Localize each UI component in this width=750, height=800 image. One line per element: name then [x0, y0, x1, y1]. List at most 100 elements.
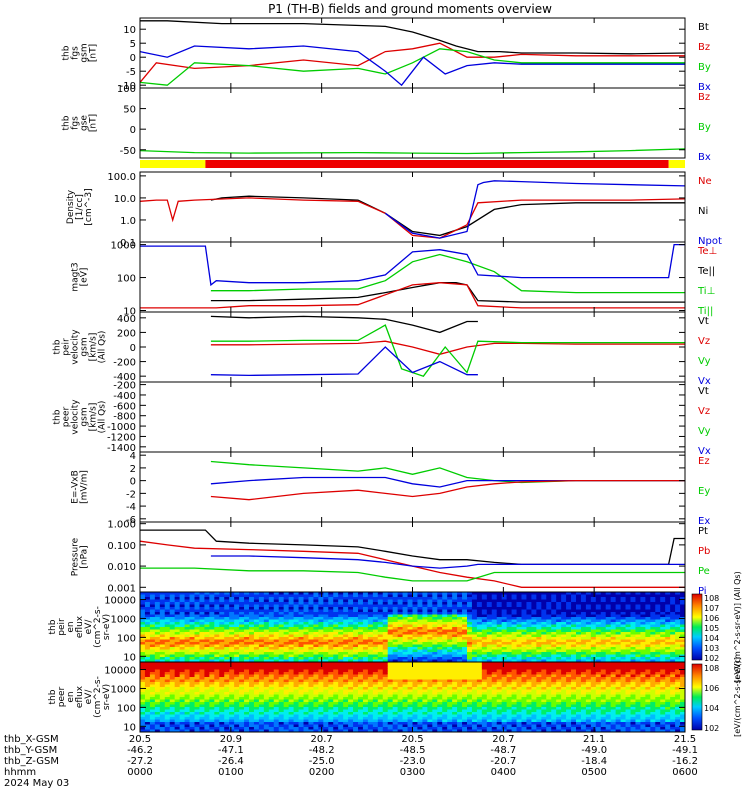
y-label-4: thb peir velocity gsm [km/s] (All Qs): [53, 329, 108, 365]
y-label-3: magt3 [eV]: [71, 262, 90, 291]
y-label-line: magt3: [71, 262, 81, 291]
x-row-label: thb_Y-GSM: [4, 745, 57, 756]
legend-0: Bt Bz By Bx: [698, 22, 711, 93]
x-tick-label: 20.5: [401, 734, 423, 745]
y-label-line: Pressure: [71, 537, 81, 576]
y-label-line: [km/s]: [89, 403, 99, 432]
y-tick-label: -10: [120, 81, 136, 92]
y-tick-label: -800: [113, 412, 136, 423]
y-label-1: thb fgs gse [nT]: [62, 114, 99, 132]
x-tick-label: 0500: [581, 767, 606, 778]
panel-4: Vt Vz Vy Vx -400 -200 0 200 400 thb peir velocity gs…: [53, 311, 711, 387]
colorbar-label: [eV/(cm^2-s-sr-eV)]: [733, 657, 742, 737]
colorbar-tick-label: 108: [704, 664, 719, 673]
series-Ti: [140, 243, 685, 287]
y-tick-label: 100: [117, 274, 136, 285]
y-tick-label: 0.1: [120, 238, 136, 249]
series-Bz: [139, 42, 685, 83]
series-Bx: [139, 45, 685, 87]
y-label-line: [1/cc]: [75, 194, 85, 220]
y-tick-label: 4: [130, 451, 136, 462]
y-label-line: thb: [62, 115, 72, 130]
x-row-label: 2024 May 03: [4, 778, 69, 789]
y-tick-label: 10: [123, 722, 136, 733]
y-tick-label: 0: [130, 477, 136, 488]
spectrogram-9: [140, 662, 686, 733]
legend-entry: Vt: [698, 386, 709, 397]
y-label-line: thb: [48, 689, 58, 704]
y-tick-label: 100: [117, 84, 136, 95]
y-label-line: gsm: [80, 43, 90, 62]
x-row-label: thb_X-GSM: [4, 734, 59, 745]
legend-entry: Ez: [698, 456, 710, 467]
y-label-line: fgs: [71, 46, 81, 60]
y-ticks-0: -10 -5 0 5 10: [120, 25, 685, 92]
y-label-line: thb: [53, 409, 63, 424]
legend-entry: Ex: [698, 516, 710, 527]
series-Bt: [140, 20, 686, 55]
y-tick-label: -200: [113, 381, 136, 392]
y-label-5: thb peer velocity gsm [km/s] (All Qs): [53, 399, 108, 435]
legend-entry: Bx: [698, 82, 711, 93]
legend-3: Te⊥ Te|| Ti⊥ Ti||: [697, 246, 717, 317]
panel-2: Ne Ni Npot 0.1 1.0 10.0 100.0 Density [1/cc] [cm^…: [66, 171, 722, 249]
legend-entry: Vy: [698, 426, 711, 437]
x-tick-label: 21.1: [583, 734, 605, 745]
legend-entry: Ti⊥: [697, 286, 715, 297]
y-ticks-1: -50 0 50 100: [117, 84, 685, 157]
y-label-line: peir: [62, 338, 72, 356]
y-label-line: eflux: [75, 615, 85, 638]
x-row-label: hhmm: [4, 767, 36, 778]
y-label-line: en: [66, 621, 76, 632]
y-tick-label: -1200: [107, 432, 136, 443]
y-tick-label: -1400: [107, 443, 136, 454]
legend-entry: Pe: [698, 566, 710, 577]
y-ticks-9: 10 100 1000 10000: [104, 666, 685, 733]
legend-2: Ne Ni Npot: [698, 176, 722, 247]
y-tick-label: 50: [123, 105, 136, 116]
y-label-line: (All Qs): [98, 331, 108, 364]
y-ticks-6: -6 -4 -20 2 4: [126, 451, 685, 526]
y-tick-label: -2: [126, 489, 136, 500]
y-tick-label: 0.100: [107, 541, 136, 552]
y-tick-label: -200: [113, 358, 136, 369]
legend-entry: Ni: [698, 206, 708, 217]
legend-entry: Ey: [698, 486, 710, 497]
legend-entry: By: [698, 62, 711, 73]
x-row-label: thb_Z-GSM: [4, 756, 59, 767]
x-tick-label: 0100: [218, 767, 243, 778]
y-label-line: Density: [66, 189, 76, 224]
y-label-7: Pressure [nPa]: [71, 537, 90, 576]
x-tick-label: -49.0: [581, 745, 607, 756]
x-tick-label: 0600: [672, 767, 697, 778]
y-tick-label: 1.0: [120, 216, 136, 227]
legend-entry: Te||: [697, 266, 715, 277]
series-Pi: [210, 555, 685, 569]
y-tick-label: 0.010: [107, 562, 136, 573]
y-label-2: Density [1/cc] [cm^-3]: [66, 188, 94, 225]
x-tick-label: -18.4: [581, 756, 607, 767]
series-Vt: [210, 315, 478, 334]
legend-4: Vt Vz Vy Vx: [698, 316, 711, 387]
series-Ti: [210, 253, 685, 294]
spectrogram-8: [140, 592, 686, 663]
colorbar-tick-label: 102: [704, 654, 719, 663]
y-tick-label: 0: [130, 125, 136, 136]
legend-entry: Vz: [698, 406, 710, 417]
y-tick-label: 10: [123, 652, 136, 663]
y-label-line: thb: [62, 45, 72, 60]
y-label-line: gsm: [80, 337, 90, 356]
x-tick-label: 0300: [400, 767, 425, 778]
x-tick-label: -47.1: [218, 745, 244, 756]
y-label-line: gsm: [80, 407, 90, 426]
y-tick-label: 400: [117, 314, 136, 325]
y-label-8: thb peir en eflux eV/(cm^2-s-sr-eV): [48, 606, 112, 648]
y-tick-label: 100.0: [107, 172, 136, 183]
legend-entry: Bz: [698, 42, 710, 53]
colorbar-tick-label: 107: [704, 604, 719, 613]
legend-entry: Ti||: [697, 306, 713, 317]
